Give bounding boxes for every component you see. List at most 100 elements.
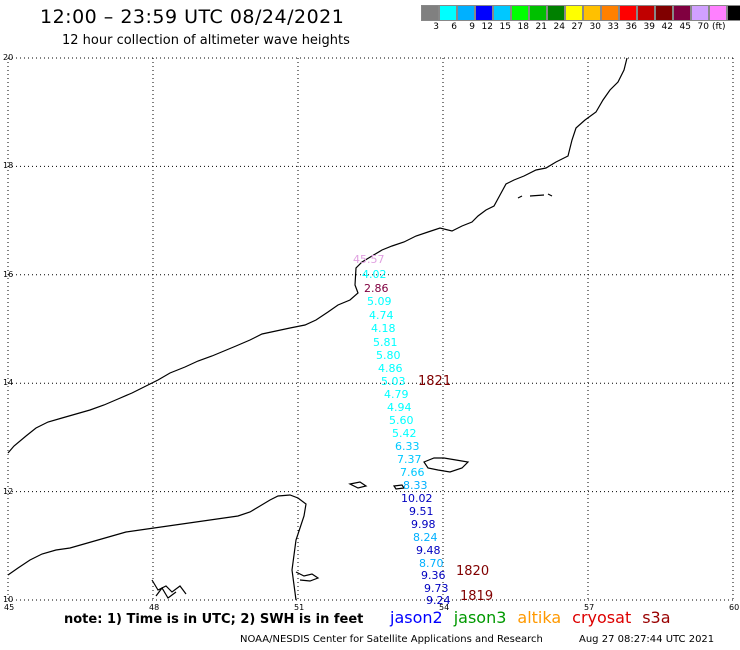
y-tick-label: 14 xyxy=(3,378,14,388)
legend-swatch xyxy=(457,5,475,21)
legend-label: (ft) xyxy=(712,22,726,32)
footer-timestamp: Aug 27 08:27:44 UTC 2021 xyxy=(579,634,715,645)
x-tick-label: 45 xyxy=(4,603,15,612)
satellite-label: cryosat xyxy=(572,608,632,627)
satellite-label: altika xyxy=(517,608,562,627)
legend-swatch xyxy=(475,5,493,21)
legend-label: 24 xyxy=(553,22,565,32)
abd-al-kuri-island xyxy=(348,481,368,489)
legend-swatch xyxy=(691,5,709,21)
socotra-island xyxy=(423,457,470,473)
track-value: 7.66 xyxy=(400,466,425,479)
legend-label: 15 xyxy=(499,22,511,32)
coastline-cape-guardafui xyxy=(295,571,320,582)
track-value: 9.98 xyxy=(411,518,436,531)
legend-swatch xyxy=(439,5,457,21)
satellite-label: jason3 xyxy=(453,608,507,627)
coastline xyxy=(7,57,628,601)
track-value: 4.79 xyxy=(384,388,409,401)
legend-label: 9 xyxy=(469,22,475,32)
y-tick-label: 18 xyxy=(3,161,14,171)
legend-swatch xyxy=(565,5,583,21)
track-value: 5.09 xyxy=(367,295,392,308)
legend-label: 33 xyxy=(607,22,619,32)
track-value: 2.86 xyxy=(364,282,389,295)
track-value: 9.24 xyxy=(426,594,451,607)
legend-swatch xyxy=(493,5,511,21)
y-tick-label: 12 xyxy=(3,486,14,496)
coastal-islets xyxy=(151,579,187,599)
track-value: 10.02 xyxy=(401,492,433,505)
track-value: 6.33 xyxy=(395,440,420,453)
track-value: 9.51 xyxy=(409,505,434,518)
track-value: 9.36 xyxy=(421,569,446,582)
legend-label: 45 xyxy=(679,22,691,32)
legend-label: 12 xyxy=(481,22,493,32)
legend-swatch xyxy=(511,5,529,21)
legend-swatch xyxy=(709,5,727,21)
legend-swatch xyxy=(673,5,691,21)
track-value: 5.42 xyxy=(392,427,417,440)
track-value: 4.86 xyxy=(378,362,403,375)
x-tick-label: 57 xyxy=(584,603,595,612)
x-tick-label: 54 xyxy=(439,603,450,612)
legend-label: 18 xyxy=(517,22,529,32)
track-value: 45.57 xyxy=(353,253,385,266)
y-tick-label: 16 xyxy=(3,269,14,279)
track-value: 5.81 xyxy=(373,336,398,349)
legend-label: 27 xyxy=(571,22,583,32)
track-value: 8.33 xyxy=(403,479,428,492)
track-value: 5.80 xyxy=(376,349,401,362)
grid-lines xyxy=(7,57,734,601)
track-value: 9.73 xyxy=(424,582,449,595)
legend-label: 21 xyxy=(535,22,547,32)
x-tick-label: 51 xyxy=(294,603,305,612)
satellite-label: jason2 xyxy=(390,608,443,627)
revolution-label: 1819 xyxy=(460,589,494,604)
track-value: 8.70 xyxy=(419,557,444,570)
track-value: 9.48 xyxy=(416,544,441,557)
track-value: 5.60 xyxy=(389,414,414,427)
satellite-legend: jason2 jason3 altika cryosat s3a xyxy=(390,608,682,627)
x-tick-label: 48 xyxy=(149,603,160,612)
legend-swatch xyxy=(655,5,673,21)
legend-label: 6 xyxy=(451,22,457,32)
legend-label: 39 xyxy=(643,22,655,32)
track-value: 7.37 xyxy=(397,453,422,466)
track-value: 4.18 xyxy=(371,322,396,335)
track-value: 4.74 xyxy=(369,309,394,322)
color-legend xyxy=(421,5,740,21)
track-value: 5.03 xyxy=(381,375,406,388)
chart-subtitle: 12 hour collection of altimeter wave hei… xyxy=(62,33,350,48)
legend-swatch xyxy=(637,5,655,21)
chart-title: 12:00 – 23:59 UTC 08/24/2021 xyxy=(40,6,345,28)
track-value: 8.24 xyxy=(413,531,438,544)
satellite-label: s3a xyxy=(642,608,671,627)
footer-org: NOAA/NESDIS Center for Satellite Applica… xyxy=(240,634,543,645)
note-text: note: 1) Time is in UTC; 2) SWH is in fe… xyxy=(64,612,364,627)
legend-label: 30 xyxy=(589,22,601,32)
legend-swatch xyxy=(529,5,547,21)
coastline-horn-of-africa xyxy=(7,494,307,601)
legend-swatch xyxy=(421,5,439,21)
legend-swatch xyxy=(547,5,565,21)
y-tick-label: 10 xyxy=(3,595,14,604)
legend-label: 42 xyxy=(661,22,673,32)
track-value: 4.94 xyxy=(387,401,412,414)
color-legend-labels: 3 6 9 12 15 18 21 24 27 30 33 36 39 42 45 70 (ft) xyxy=(421,22,726,32)
revolution-label: 1820 xyxy=(456,564,490,579)
x-tick-label: 60 xyxy=(729,603,740,612)
track-value: 4.02 xyxy=(362,268,387,281)
y-tick-label: 20 xyxy=(3,53,14,62)
legend-swatch xyxy=(601,5,619,21)
small-island xyxy=(392,484,406,490)
coastline-arabian-peninsula xyxy=(7,57,628,454)
legend-label: 3 xyxy=(433,22,439,32)
legend-label: 36 xyxy=(625,22,637,32)
kuria-muria-islands xyxy=(517,193,553,199)
revolution-label: 1821 xyxy=(418,374,452,389)
legend-swatch xyxy=(583,5,601,21)
legend-swatch xyxy=(619,5,637,21)
legend-label: 70 xyxy=(697,22,709,32)
